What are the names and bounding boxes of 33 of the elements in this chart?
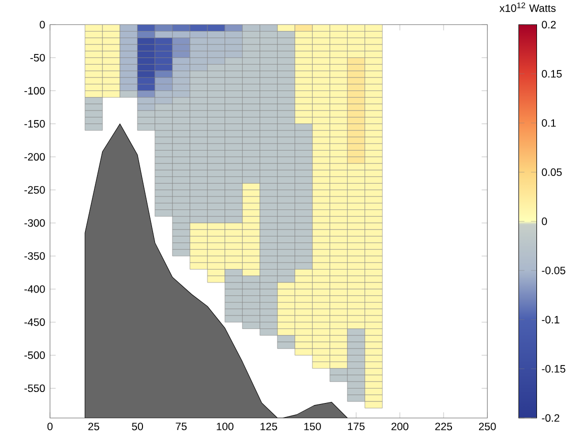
y-tick-label: 0: [40, 20, 45, 28]
y-tick-label: -250: [24, 186, 45, 194]
y-tick-label: -350: [24, 252, 45, 260]
color-bar-label: -0.15: [542, 365, 566, 373]
color-bar-label: 0.15: [542, 70, 562, 78]
x-tick-label: 100: [216, 422, 234, 430]
y-tick-label: -400: [24, 285, 45, 293]
color-bar-label: 0.05: [542, 168, 562, 176]
x-tick-label: 25: [88, 422, 100, 430]
x-tick-label: 225: [435, 422, 452, 430]
y-tick-label: -450: [24, 318, 45, 326]
y-tick-label: -550: [24, 384, 45, 392]
color-bar-label: -0.2: [542, 414, 560, 422]
x-tick-label: 150: [304, 422, 321, 430]
y-tick-label: -200: [24, 153, 45, 161]
x-tick-label: 250: [478, 422, 496, 430]
y-tick-label: -500: [24, 351, 45, 359]
x-tick-label: 50: [132, 422, 143, 430]
y-tick-label: -50: [30, 54, 45, 62]
x-tick-label: 200: [392, 422, 408, 430]
color-bar-title: x10$^{12}$ Watts: [500, 2, 556, 12]
x-tick-label: 175: [348, 422, 365, 430]
color-bar-label: -0.05: [542, 266, 566, 274]
x-tick-label: 125: [260, 422, 278, 430]
y-tick-label: -150: [24, 120, 45, 128]
color-bar-label: 0: [542, 218, 547, 226]
color-bar-label: 0.2: [542, 20, 556, 28]
color-bar-label: -0.1: [542, 316, 560, 324]
color-bar-label: 0.1: [542, 119, 556, 127]
y-tick-label: -300: [24, 219, 45, 227]
x-tick-label: 0: [47, 422, 53, 430]
y-tick-label: -100: [24, 86, 45, 95]
x-tick-label: 75: [176, 422, 187, 430]
